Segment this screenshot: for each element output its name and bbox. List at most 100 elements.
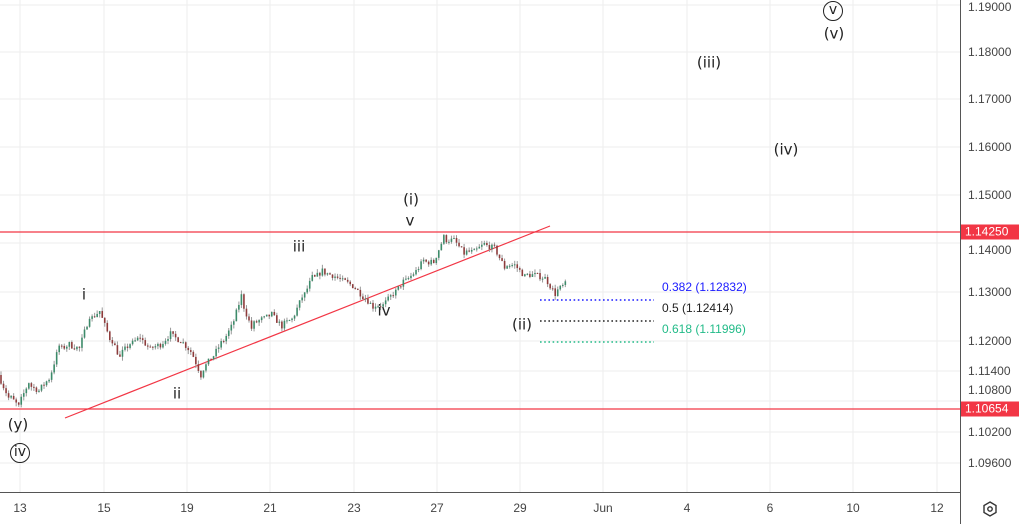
candle-body <box>531 274 534 277</box>
candle-body <box>460 246 463 248</box>
candle-body <box>539 273 541 280</box>
time-axis-label: 13 <box>13 501 27 515</box>
candle-body <box>296 307 298 316</box>
candle-body <box>379 306 382 308</box>
candle-body <box>217 347 220 349</box>
candle-body <box>38 390 40 392</box>
candle-body <box>475 248 478 250</box>
candle-body <box>189 350 192 352</box>
candle-body <box>319 272 321 276</box>
candle-body <box>483 242 486 245</box>
candle-body <box>238 304 240 310</box>
trendline <box>64 225 551 419</box>
candle-body <box>220 341 222 348</box>
candle-body <box>233 321 235 325</box>
price-axis-label: 1.15000 <box>968 188 1012 202</box>
candle-body <box>131 340 134 345</box>
candle-body <box>516 264 519 269</box>
candle-body <box>283 320 286 329</box>
price-axis-label: 1.17000 <box>968 92 1012 106</box>
candle-body <box>443 235 445 244</box>
settings-gear-icon[interactable] <box>981 500 999 518</box>
candle-body <box>83 329 86 338</box>
candle-body <box>541 278 544 280</box>
candle-body <box>5 388 7 394</box>
candle-body <box>28 383 30 389</box>
candle-body <box>235 309 238 322</box>
candle-body <box>48 379 50 382</box>
candle-body <box>549 284 551 289</box>
time-axis-label: 19 <box>180 501 194 515</box>
price-axis-label: 1.12000 <box>968 334 1012 348</box>
candle-body <box>169 331 172 340</box>
candle-body <box>551 288 554 290</box>
candle-body <box>511 265 513 267</box>
candle-body <box>473 249 476 251</box>
price-axis-label: 1.14000 <box>968 243 1012 257</box>
candle-body <box>222 341 225 343</box>
candle-body <box>324 268 326 275</box>
candle-body <box>468 250 470 252</box>
time-axis-label: 23 <box>347 501 361 515</box>
candle-body <box>308 280 311 289</box>
candle-body <box>463 247 465 255</box>
candle-body <box>349 281 352 285</box>
candle-body <box>291 318 293 321</box>
wave-label-paren-i: (i) <box>403 190 419 209</box>
wave-label-ii: ii <box>172 384 182 403</box>
candle-body <box>116 345 119 355</box>
candle-body <box>470 249 473 252</box>
candle-body <box>157 343 159 347</box>
candle-body <box>192 351 195 357</box>
candle-body <box>384 300 387 305</box>
candle-body <box>248 316 250 321</box>
candle-body <box>258 320 260 323</box>
candle-body <box>278 321 281 323</box>
wave-label-iv: iv <box>377 301 391 320</box>
candle-body <box>103 317 106 323</box>
price-tag-upper: 1.14250 <box>961 224 1019 240</box>
candle-body <box>420 261 422 270</box>
candle-body <box>250 320 253 329</box>
candle-body <box>445 235 448 243</box>
price-tag-lower: 1.10654 <box>961 401 1019 417</box>
candle-body <box>25 388 28 394</box>
candle-body <box>268 314 271 317</box>
candle-body <box>316 272 319 277</box>
price-axis-label: 1.13000 <box>968 285 1012 299</box>
wave-label-paren-v: (v) <box>823 24 845 43</box>
candle-body <box>412 274 415 276</box>
candle-body <box>86 326 88 330</box>
candle-body <box>554 288 557 297</box>
candle-body <box>40 384 43 391</box>
time-axis-label: Jun <box>593 501 613 515</box>
candle-body <box>526 273 529 275</box>
candle-body <box>154 346 157 348</box>
candle-body <box>400 286 402 288</box>
candle-body <box>417 269 420 271</box>
candle-body <box>114 343 116 346</box>
candle-body <box>245 308 248 317</box>
candle-body <box>35 387 38 392</box>
candle-body <box>215 348 217 357</box>
candle-body <box>0 375 2 384</box>
fib-label-0618: 0.618 (1.11996) <box>662 322 746 336</box>
candle-body <box>2 383 5 389</box>
candle-body <box>53 364 55 373</box>
candle-body <box>139 337 141 339</box>
candle-body <box>10 395 12 398</box>
candle-body <box>159 343 162 348</box>
candle-body <box>556 289 559 297</box>
candle-body <box>448 241 450 243</box>
price-axis-label: 1.11400 <box>968 364 1011 378</box>
time-axis-label: 6 <box>766 501 774 515</box>
candle-body <box>405 278 407 280</box>
candle-body <box>346 279 349 282</box>
candle-body <box>253 321 255 329</box>
candle-body <box>491 244 493 250</box>
candle-body <box>455 238 458 243</box>
candle-body <box>20 396 23 405</box>
candle-body <box>336 276 339 278</box>
candle-body <box>334 276 336 278</box>
